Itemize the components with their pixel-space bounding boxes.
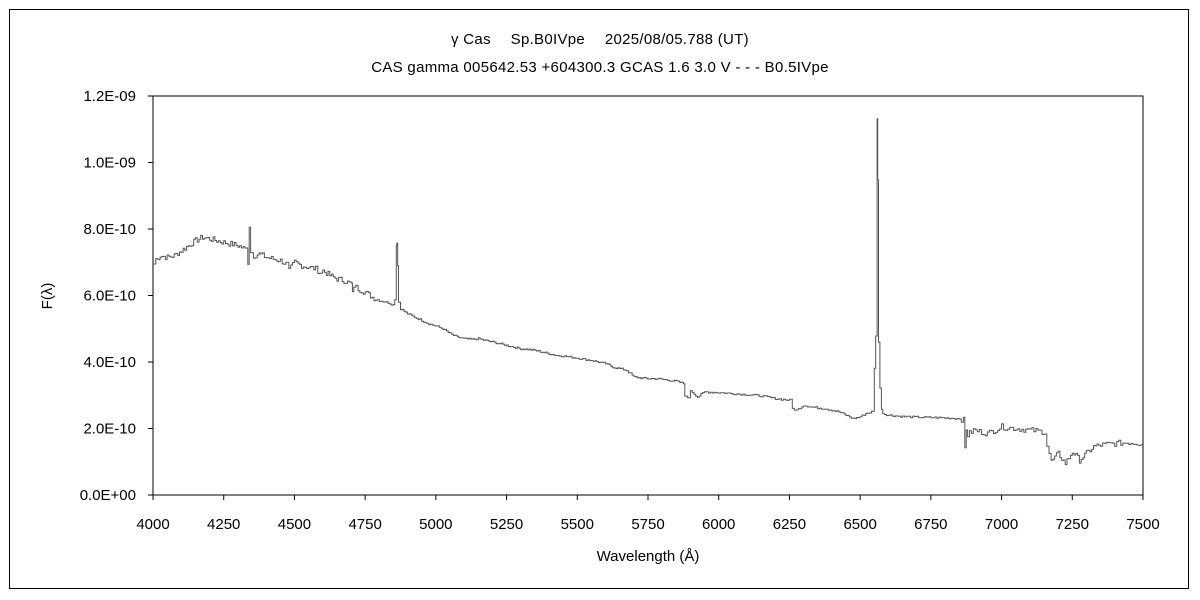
y-tick-label: 6.0E-10 bbox=[83, 288, 136, 305]
x-tick-label: 5250 bbox=[490, 516, 523, 533]
x-tick-label: 4500 bbox=[278, 516, 311, 533]
y-tick-label: 1.0E-09 bbox=[83, 155, 136, 172]
x-tick-label: 4750 bbox=[348, 516, 381, 533]
y-tick-label: 4.0E-10 bbox=[83, 354, 136, 371]
x-tick-label: 5500 bbox=[561, 516, 594, 533]
spectrum-series-line bbox=[153, 118, 1144, 466]
y-tick-label: 0.0E+00 bbox=[80, 487, 136, 504]
x-axis-label: Wavelength (Å) bbox=[597, 548, 700, 565]
x-tick-label: 4250 bbox=[207, 516, 240, 533]
x-tick-label: 5000 bbox=[419, 516, 452, 533]
plot-border bbox=[152, 95, 1144, 496]
x-tick-label: 7250 bbox=[1056, 516, 1089, 533]
x-tick-label: 7500 bbox=[1126, 516, 1159, 533]
x-axis: 4000 4250 4500 4750 5000 5250 5500 5750 6000 6250… bbox=[136, 495, 1160, 533]
y-tick-label: 1.2E-09 bbox=[83, 88, 136, 105]
x-tick-label: 6500 bbox=[843, 516, 876, 533]
x-tick-label: 6750 bbox=[914, 516, 947, 533]
chart-subtitle: CAS gamma 005642.53 +604300.3 GCAS 1.6 3… bbox=[371, 59, 829, 76]
x-tick-label: 7000 bbox=[985, 516, 1018, 533]
y-axis: 0.0E+00 2.0E-10 4.0E-10 6.0E-10 8.0E-10 1.0E-… bbox=[80, 88, 153, 504]
x-tick-label: 5750 bbox=[631, 516, 664, 533]
plot-area bbox=[152, 95, 1144, 496]
y-tick-label: 8.0E-10 bbox=[83, 221, 136, 238]
chart-frame bbox=[9, 9, 1189, 589]
y-axis-label: F(λ) bbox=[39, 283, 56, 310]
x-tick-label: 4000 bbox=[136, 516, 169, 533]
x-tick-label: 6250 bbox=[773, 516, 806, 533]
chart-title: γ Cas Sp.B0IVpe 2025/08/05.788 (UT) bbox=[451, 31, 749, 48]
x-tick-label: 6000 bbox=[702, 516, 735, 533]
y-tick-label: 2.0E-10 bbox=[83, 421, 136, 438]
